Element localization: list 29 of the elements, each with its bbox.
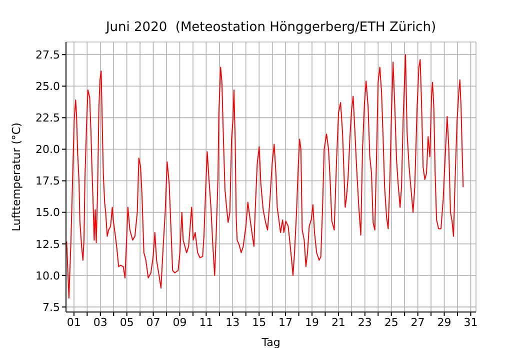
x-tick-label: 21 [331, 316, 346, 329]
chart-title: Juni 2020 (Meteostation Hönggerberg/ETH Zürich) [104, 20, 438, 35]
x-tick-label: 13 [226, 316, 240, 329]
x-tick-label: 19 [305, 316, 319, 329]
x-tick-label: 15 [252, 316, 266, 329]
x-tick-label: 23 [358, 316, 372, 329]
line-series [66, 54, 464, 299]
y-tick-label: 12.5 [36, 238, 60, 251]
x-tick-label: 05 [120, 316, 134, 329]
y-tick-label: 27.5 [36, 48, 60, 62]
x-tick-label: 17 [278, 316, 293, 329]
x-tick-label: 03 [93, 316, 108, 329]
y-tick-label: 25.0 [36, 80, 60, 94]
y-axis-title: Lufttemperatur (°C) [10, 122, 23, 232]
x-tick-label: 31 [464, 316, 478, 329]
x-tick-label: 25 [384, 316, 398, 329]
y-tick-label: 20.0 [36, 143, 60, 156]
y-tick-label: 10.0 [36, 269, 60, 282]
x-axis-title: Tag [260, 336, 280, 349]
x-tick-label: 09 [172, 316, 187, 329]
x-tick-label: 11 [199, 316, 214, 329]
x-tick-label: 27 [410, 316, 425, 329]
y-tick-label: 17.5 [36, 174, 60, 188]
x-tick-label: 07 [146, 316, 160, 329]
y-tick-label: 7.5 [42, 300, 60, 314]
x-tick-label: 29 [437, 316, 452, 329]
x-tick-label: 01 [66, 316, 81, 329]
y-tick-label: 22.5 [36, 112, 60, 125]
y-tick-label: 15.0 [36, 206, 60, 220]
